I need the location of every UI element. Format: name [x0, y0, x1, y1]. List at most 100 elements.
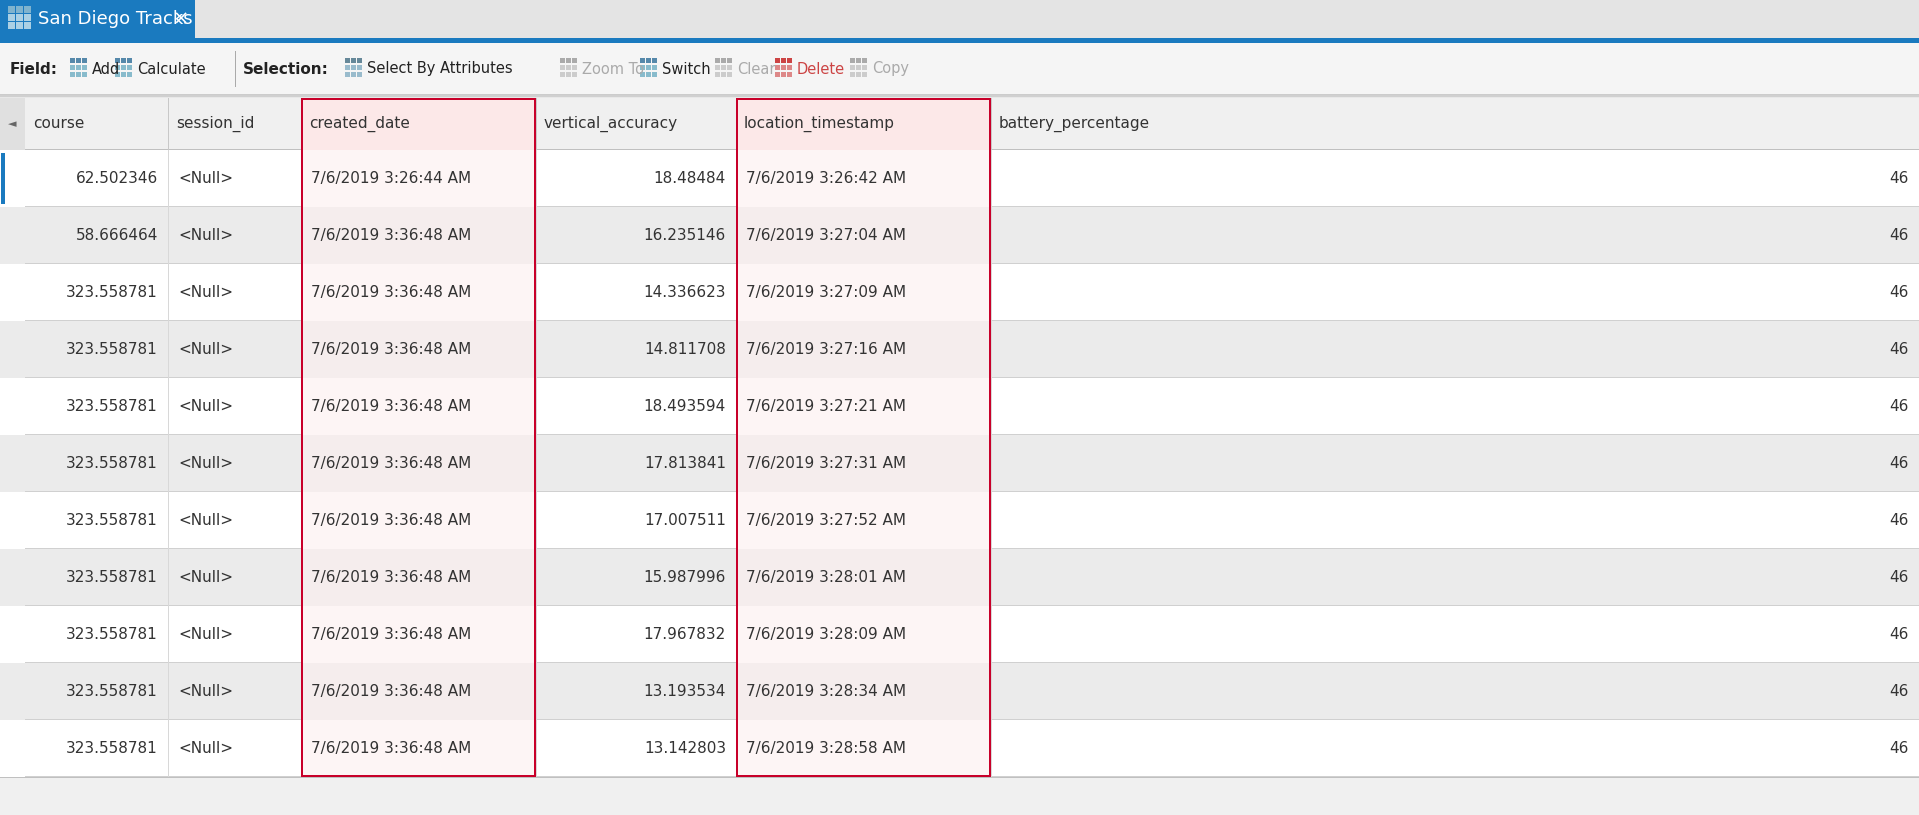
Bar	[0, 0, 196, 38]
Text: Calculate: Calculate	[136, 61, 205, 77]
Bar	[15, 6, 23, 13]
Bar	[533, 606, 535, 663]
Text: 18.493594: 18.493594	[643, 399, 725, 414]
Bar	[115, 58, 121, 63]
Bar	[121, 72, 127, 77]
Bar	[0, 435, 1919, 492]
Bar	[0, 0, 1919, 38]
Bar	[301, 775, 535, 777]
Bar	[0, 663, 25, 720]
Bar	[787, 72, 793, 77]
Bar	[301, 321, 535, 378]
Bar	[787, 65, 793, 70]
Bar	[850, 58, 856, 63]
Bar	[301, 720, 303, 777]
Bar	[647, 72, 651, 77]
Bar	[345, 72, 349, 77]
Bar	[15, 14, 23, 21]
Bar	[127, 72, 132, 77]
Bar	[862, 58, 867, 63]
Text: <Null>: <Null>	[178, 399, 232, 414]
Bar	[301, 264, 535, 321]
Text: <Null>: <Null>	[178, 627, 232, 642]
Text: 7/6/2019 3:36:48 AM: 7/6/2019 3:36:48 AM	[311, 513, 472, 528]
Bar	[127, 65, 132, 70]
Text: 17.007511: 17.007511	[645, 513, 725, 528]
Bar	[988, 663, 990, 720]
Text: 7/6/2019 3:28:58 AM: 7/6/2019 3:28:58 AM	[746, 741, 906, 756]
Text: Clear: Clear	[737, 61, 775, 77]
Bar	[0, 720, 1919, 777]
Bar	[301, 492, 303, 549]
Bar	[737, 378, 739, 435]
Bar	[533, 720, 535, 777]
Bar	[0, 264, 25, 321]
Bar	[988, 264, 990, 321]
Text: 46: 46	[1890, 456, 1909, 471]
Text: 46: 46	[1890, 399, 1909, 414]
Text: 323.558781: 323.558781	[67, 684, 157, 699]
Bar	[0, 435, 25, 492]
Bar	[127, 58, 132, 63]
Bar	[988, 720, 990, 777]
Bar	[781, 72, 787, 77]
Bar	[121, 65, 127, 70]
Bar	[737, 98, 990, 150]
Bar	[737, 492, 739, 549]
Bar	[25, 14, 31, 21]
Text: 7/6/2019 3:28:09 AM: 7/6/2019 3:28:09 AM	[746, 627, 906, 642]
Bar	[727, 72, 731, 77]
Text: 7/6/2019 3:27:52 AM: 7/6/2019 3:27:52 AM	[746, 513, 906, 528]
Bar	[572, 58, 578, 63]
Text: 7/6/2019 3:27:16 AM: 7/6/2019 3:27:16 AM	[746, 342, 906, 357]
Bar	[301, 98, 303, 777]
Bar	[0, 777, 1919, 778]
Bar	[988, 98, 990, 777]
Bar	[115, 65, 121, 70]
Bar	[988, 150, 990, 207]
Text: 7/6/2019 3:36:48 AM: 7/6/2019 3:36:48 AM	[311, 399, 472, 414]
Text: 7/6/2019 3:26:42 AM: 7/6/2019 3:26:42 AM	[746, 171, 906, 186]
Bar	[787, 58, 793, 63]
Text: 14.336623: 14.336623	[643, 285, 725, 300]
Text: 46: 46	[1890, 684, 1909, 699]
Bar	[2, 153, 6, 204]
Text: created_date: created_date	[309, 116, 411, 132]
Bar	[301, 207, 535, 264]
Bar	[0, 434, 1919, 435]
Text: Switch: Switch	[662, 61, 710, 77]
Bar	[560, 58, 564, 63]
Bar	[0, 94, 1919, 95]
Bar	[533, 435, 535, 492]
Bar	[988, 321, 990, 378]
Bar	[533, 150, 535, 207]
Text: 46: 46	[1890, 342, 1909, 357]
Bar	[77, 65, 81, 70]
Bar	[301, 264, 303, 321]
Bar	[351, 58, 357, 63]
Bar	[301, 549, 535, 606]
Bar	[0, 378, 1919, 435]
Bar	[737, 98, 739, 777]
Bar	[357, 65, 363, 70]
Text: 323.558781: 323.558781	[67, 399, 157, 414]
Bar	[566, 58, 572, 63]
Bar	[25, 6, 31, 13]
Text: 7/6/2019 3:36:48 AM: 7/6/2019 3:36:48 AM	[311, 627, 472, 642]
Bar	[572, 65, 578, 70]
Bar	[737, 663, 739, 720]
Text: 7/6/2019 3:28:01 AM: 7/6/2019 3:28:01 AM	[746, 570, 906, 585]
Bar	[737, 720, 990, 777]
Bar	[301, 549, 303, 606]
Bar	[0, 492, 25, 549]
Bar	[83, 65, 86, 70]
Text: 7/6/2019 3:27:21 AM: 7/6/2019 3:27:21 AM	[746, 399, 906, 414]
Bar	[8, 14, 15, 21]
Bar	[0, 776, 1919, 777]
Text: 7/6/2019 3:27:04 AM: 7/6/2019 3:27:04 AM	[746, 228, 906, 243]
Text: 46: 46	[1890, 285, 1909, 300]
Bar	[641, 72, 645, 77]
Bar	[775, 72, 779, 77]
Bar	[572, 72, 578, 77]
Text: 46: 46	[1890, 228, 1909, 243]
